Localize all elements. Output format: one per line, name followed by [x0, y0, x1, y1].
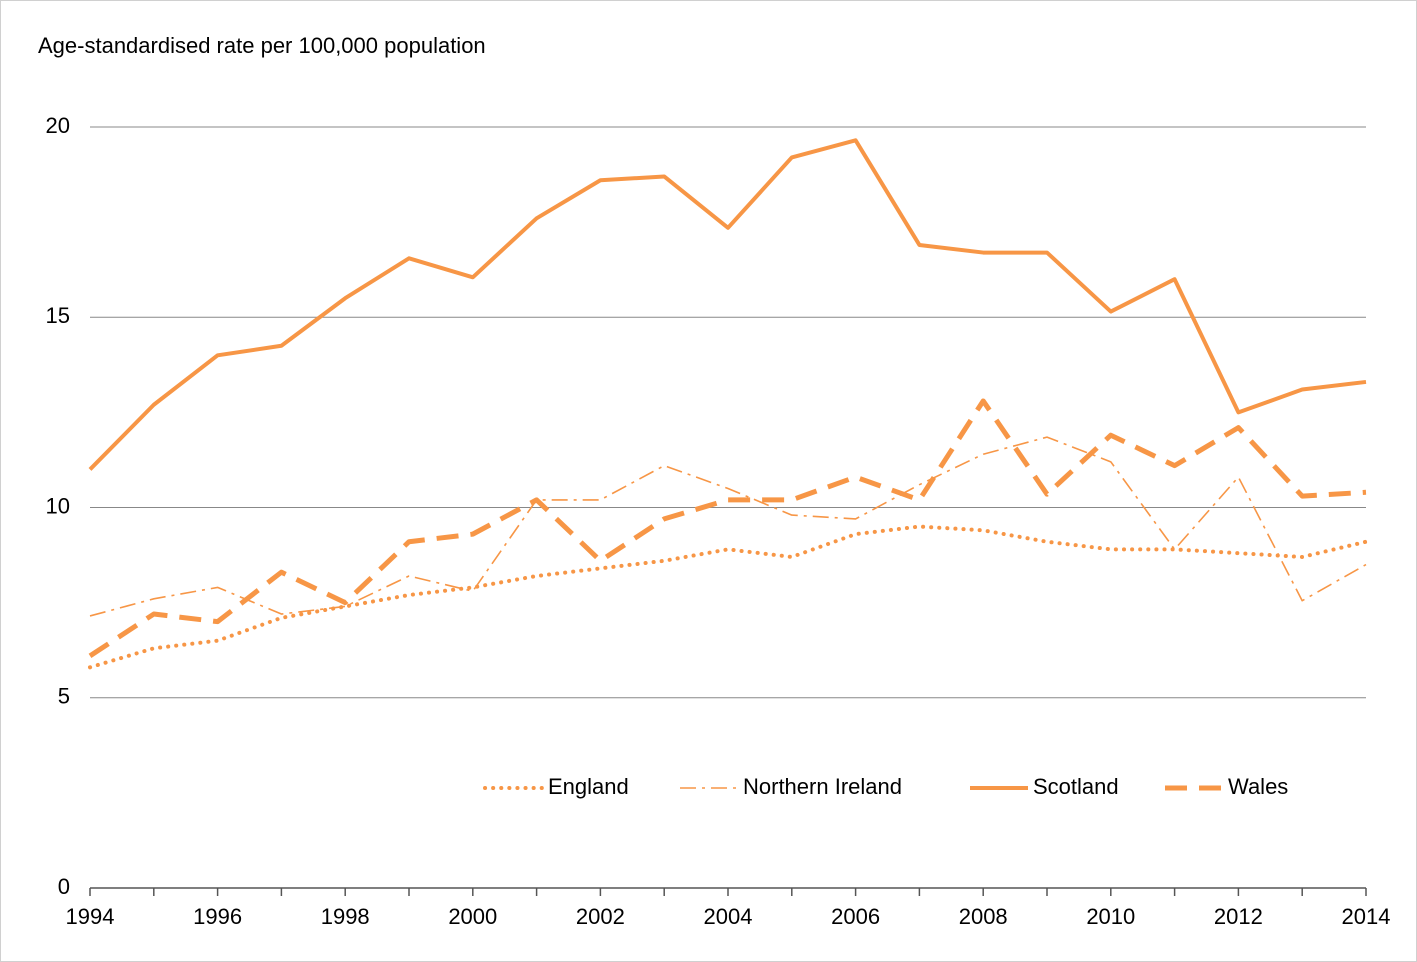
legend-label: Wales [1228, 774, 1288, 799]
x-tick-label: 2002 [576, 904, 625, 929]
x-tick-label: 2010 [1086, 904, 1135, 929]
series-line [88, 524, 1368, 670]
x-tick-label: 1994 [66, 904, 115, 929]
x-tick-label: 2000 [448, 904, 497, 929]
y-tick-label: 10 [46, 493, 70, 518]
y-tick-label: 15 [46, 303, 70, 328]
x-tick-label: 2012 [1214, 904, 1263, 929]
x-tick-label: 2014 [1342, 904, 1391, 929]
series-line [89, 436, 1367, 617]
x-tick-label: 2006 [831, 904, 880, 929]
x-tick-label: 1996 [193, 904, 242, 929]
y-tick-label: 0 [58, 874, 70, 899]
legend-label: England [548, 774, 629, 799]
y-axis-title: Age-standardised rate per 100,000 popula… [38, 33, 486, 58]
x-tick-label: 1998 [321, 904, 370, 929]
series-line [88, 138, 1367, 471]
y-tick-label: 5 [58, 684, 70, 709]
x-tick-label: 2004 [704, 904, 753, 929]
y-tick-label: 20 [46, 113, 70, 138]
series-line [88, 398, 1367, 658]
legend-label: Northern Ireland [743, 774, 902, 799]
legend-label: Scotland [1033, 774, 1119, 799]
x-tick-label: 2008 [959, 904, 1008, 929]
